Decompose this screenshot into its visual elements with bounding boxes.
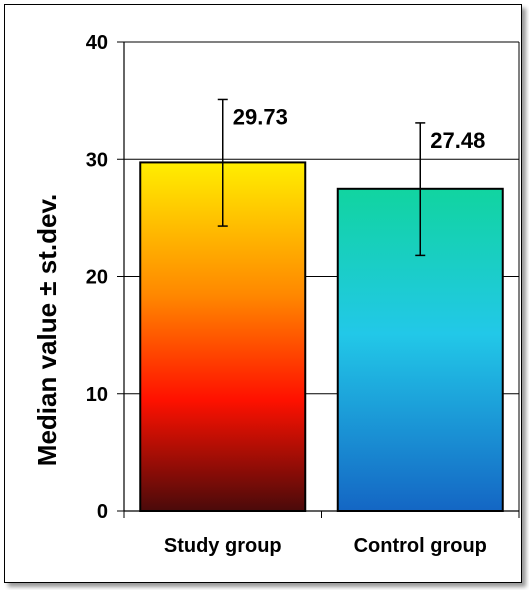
- y-tick-label: 30: [86, 149, 108, 171]
- y-tick-label: 0: [97, 501, 108, 523]
- error-bar: [217, 98, 228, 227]
- labels: 0 10 20 30 40 29.73 Study group 27.48 Control gr…: [86, 32, 487, 557]
- y-tick-label: 20: [86, 267, 108, 289]
- y-axis-label: Median value ± st.dev.: [32, 194, 62, 466]
- y-tick-label: 40: [86, 32, 108, 54]
- data-label: 27.48: [430, 128, 485, 153]
- bars: [139, 98, 504, 513]
- error-bar: [415, 122, 426, 257]
- data-label: 29.73: [233, 104, 288, 129]
- axes: [117, 41, 520, 518]
- y-tick-label: 10: [86, 384, 108, 406]
- x-tick-label: Control group: [354, 535, 487, 557]
- x-tick-label: Study group: [164, 535, 282, 557]
